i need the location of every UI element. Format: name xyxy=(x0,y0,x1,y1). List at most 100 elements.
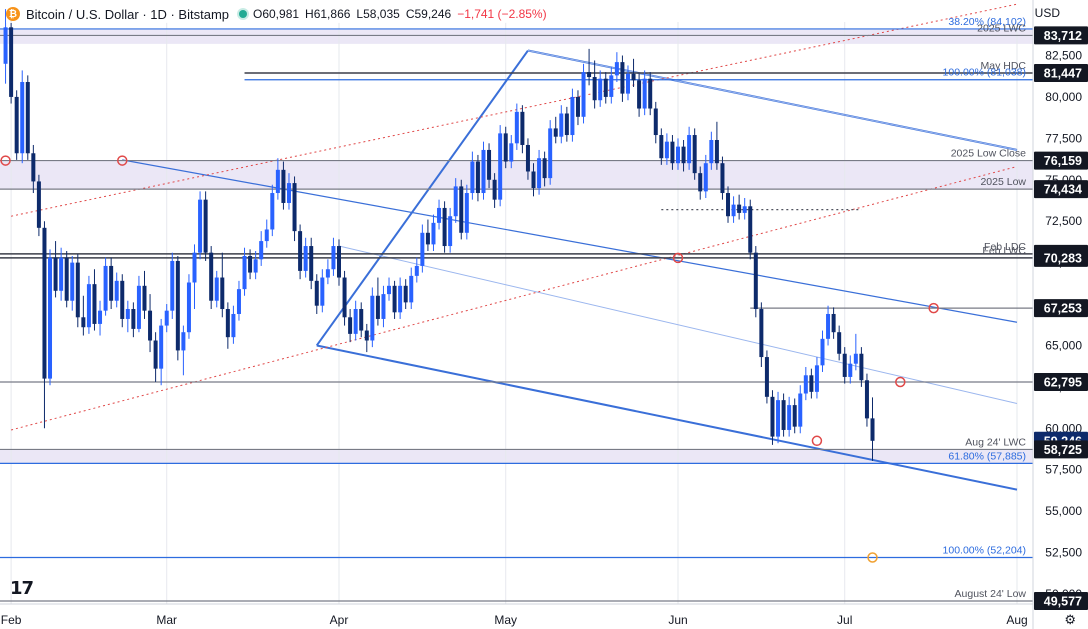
pivot-marker xyxy=(672,252,684,264)
settings-gear-icon[interactable]: ⚙ xyxy=(1064,612,1076,627)
candle-body xyxy=(870,418,875,441)
candle-body xyxy=(381,294,386,319)
candle-body xyxy=(170,260,175,311)
candle-body xyxy=(264,229,269,242)
candle-body xyxy=(698,173,703,192)
candle-body xyxy=(776,400,781,437)
level-label: 2025 Low Close xyxy=(951,148,1026,160)
candle-body xyxy=(864,380,869,419)
candle-body xyxy=(525,144,530,172)
level-label: 2025 LWC xyxy=(977,22,1026,34)
candle-body xyxy=(86,284,91,328)
candle-body xyxy=(420,232,425,266)
candle-body xyxy=(770,396,775,437)
candle-body xyxy=(303,246,308,271)
candle-body xyxy=(370,295,375,341)
pivot-markers xyxy=(0,155,939,563)
candle-body xyxy=(459,186,464,233)
symbol-title: Bitcoin / U.S. Dollar · 1D · Bitstamp xyxy=(26,6,229,22)
tradingview-logo[interactable]: 17 xyxy=(10,578,34,599)
price-badge xyxy=(1034,248,1088,267)
price-badge-label: 49,577 xyxy=(1044,595,1082,609)
candle-body xyxy=(625,73,630,94)
level-label: Feb LWC xyxy=(982,245,1026,257)
horizontal-levels xyxy=(0,28,1033,602)
candle-body xyxy=(48,257,53,379)
candle-body xyxy=(64,257,69,301)
candle-body xyxy=(803,375,808,394)
candle-body xyxy=(814,365,819,392)
price-tick-label: 82,500 xyxy=(1045,49,1082,63)
candle-body xyxy=(253,259,258,273)
candle-body xyxy=(737,204,742,213)
candle-body xyxy=(248,255,253,273)
candle-body xyxy=(731,204,736,217)
candle-body xyxy=(348,317,353,334)
candle-body xyxy=(792,405,797,427)
ohlc-high: H61,866 xyxy=(305,7,351,21)
candle-body xyxy=(375,295,380,319)
currency-label[interactable]: USD xyxy=(1034,6,1060,20)
candle-body xyxy=(709,140,714,164)
time-tick-label: Apr xyxy=(330,613,349,627)
candle-body xyxy=(414,265,419,276)
level-label: 2025 Low xyxy=(980,176,1026,188)
candle-body xyxy=(14,96,19,154)
candle-body xyxy=(498,133,503,200)
channel-lines xyxy=(10,3,1018,491)
level-label: 100.00% (81,038) xyxy=(943,67,1026,79)
candle-body xyxy=(848,363,853,377)
candle-body xyxy=(220,277,225,310)
candle-body xyxy=(314,280,319,306)
candle-body xyxy=(587,72,592,78)
support-resistance-bands xyxy=(0,28,1033,464)
trendline-red-dotted xyxy=(11,3,1018,217)
candle-body xyxy=(36,181,41,228)
candle-body xyxy=(364,330,369,341)
candle-body xyxy=(748,206,753,253)
price-tick-label: 72,500 xyxy=(1045,214,1082,228)
candle-body xyxy=(75,262,80,318)
candle-body xyxy=(337,246,341,278)
candle-body xyxy=(175,260,180,351)
price-badge xyxy=(1034,63,1088,82)
candle-body xyxy=(503,133,508,162)
time-tick-label: Feb xyxy=(1,613,22,627)
candle-body xyxy=(387,285,392,295)
time-axis[interactable]: Feb Mar Apr May Jun Jul Aug xyxy=(0,603,1033,627)
candle-body xyxy=(136,285,141,329)
ohlc-change: −1,741 (−2.85%) xyxy=(457,7,547,21)
candle-body xyxy=(842,353,847,377)
price-badge xyxy=(1034,180,1088,199)
symbol-header[interactable]: ₿ Bitcoin / U.S. Dollar · 1D · Bitstamp … xyxy=(6,5,557,23)
candle-body xyxy=(520,111,525,145)
candle-body xyxy=(687,135,692,164)
candle-body xyxy=(537,158,542,189)
candle-body xyxy=(192,252,197,283)
candle-body xyxy=(820,338,825,366)
candle-body xyxy=(509,143,514,162)
time-tick-label: May xyxy=(494,613,517,627)
candle-body xyxy=(114,280,119,301)
level-label: 38.20% (84,102) xyxy=(948,16,1026,28)
price-tick-label: 57,500 xyxy=(1045,463,1082,477)
candle-body xyxy=(298,231,303,271)
candle-body xyxy=(353,309,358,334)
candle-body xyxy=(759,309,764,358)
level-label: August 24' Low xyxy=(955,588,1027,600)
candle-body xyxy=(853,353,858,364)
candle-body xyxy=(437,207,442,223)
candle-body xyxy=(764,357,769,397)
candle-body xyxy=(670,141,675,164)
candle-body xyxy=(142,285,147,311)
candle-body xyxy=(648,78,653,109)
trendline-faint xyxy=(338,245,1018,404)
trendline-main xyxy=(316,344,1018,491)
candle-body xyxy=(637,80,642,109)
price-axis[interactable]: 50,00052,50055,00057,50060,00062,50065,0… xyxy=(1032,0,1088,629)
pivot-marker xyxy=(928,302,939,314)
ohlc-open: O60,981 xyxy=(253,7,300,21)
pivot-marker xyxy=(867,552,878,563)
